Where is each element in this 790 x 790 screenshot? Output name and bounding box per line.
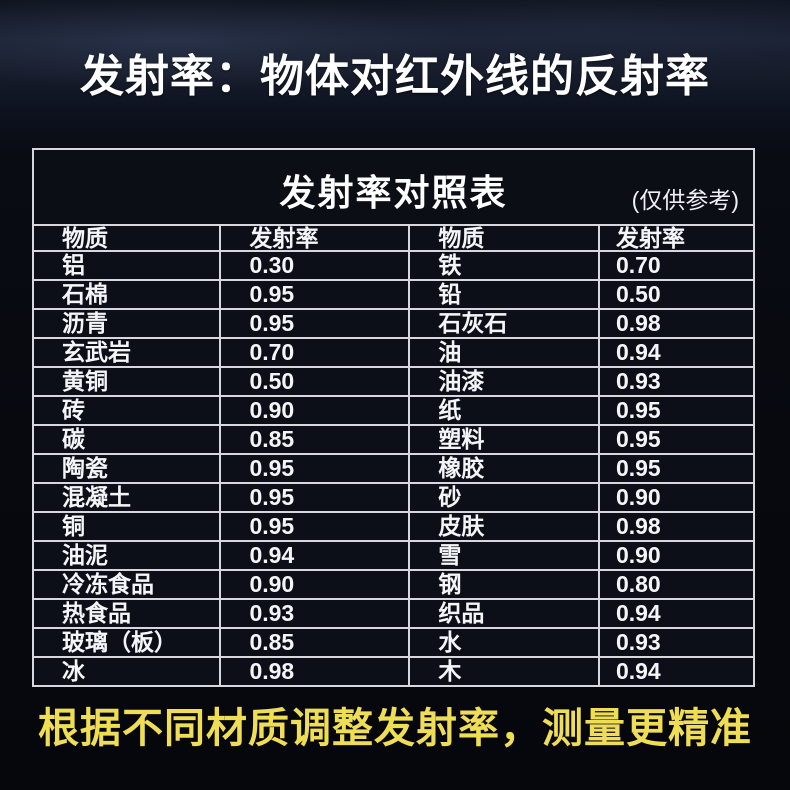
table-row: 陶瓷 0.95 橡胶 0.95 xyxy=(31,453,756,484)
material-cell: 铝 xyxy=(31,250,222,281)
table-row: 铜 0.95 皮肤 0.98 xyxy=(31,511,756,542)
emissivity-value-cell: 0.50 xyxy=(219,366,411,397)
table-row: 铝 0.30 铁 0.70 xyxy=(31,250,756,281)
emissivity-value-cell: 0.70 xyxy=(597,250,756,281)
table-row: 玻璃（板） 0.85 水 0.93 xyxy=(31,627,756,658)
material-cell: 砂 xyxy=(408,482,600,513)
material-cell: 玄武岩 xyxy=(31,337,222,368)
emissivity-value-cell: 0.90 xyxy=(219,569,411,600)
emissivity-value-cell: 0.90 xyxy=(219,395,411,426)
emissivity-value-cell: 0.30 xyxy=(219,250,411,281)
table-row: 油泥 0.94 雪 0.90 xyxy=(31,540,756,571)
table-row: 碳 0.85 塑料 0.95 xyxy=(31,424,756,455)
material-cell: 石灰石 xyxy=(408,308,600,339)
column-header-emissivity-left: 发射率 xyxy=(219,224,411,252)
emissivity-value-cell: 0.93 xyxy=(219,598,411,629)
material-cell: 铁 xyxy=(408,250,600,281)
material-cell: 石棉 xyxy=(31,279,222,310)
material-cell: 油泥 xyxy=(31,540,222,571)
page-title: 发射率：物体对红外线的反射率 xyxy=(80,52,710,101)
material-cell: 冷冻食品 xyxy=(31,569,222,600)
material-cell: 陶瓷 xyxy=(31,453,222,484)
material-cell: 热食品 xyxy=(31,598,222,629)
emissivity-value-cell: 0.95 xyxy=(219,453,411,484)
material-cell: 纸 xyxy=(408,395,600,426)
material-cell: 铅 xyxy=(408,279,600,310)
emissivity-value-cell: 0.98 xyxy=(597,511,756,542)
emissivity-value-cell: 0.80 xyxy=(597,569,756,600)
material-cell: 油 xyxy=(408,337,600,368)
material-cell: 铜 xyxy=(31,511,222,542)
emissivity-value-cell: 0.95 xyxy=(219,308,411,339)
material-cell: 水 xyxy=(408,627,600,658)
column-header-emissivity-right: 发射率 xyxy=(597,224,756,252)
emissivity-value-cell: 0.50 xyxy=(597,279,756,310)
table-row: 玄武岩 0.70 油 0.94 xyxy=(31,337,756,368)
emissivity-value-cell: 0.70 xyxy=(219,337,411,368)
table-body: 铝 0.30 铁 0.70 石棉 0.95 铅 0.50 沥青 0.95 石灰石… xyxy=(31,250,756,687)
emissivity-value-cell: 0.94 xyxy=(597,598,756,629)
emissivity-value-cell: 0.93 xyxy=(597,627,756,658)
table-title: 发射率对照表 xyxy=(279,172,508,213)
material-cell: 塑料 xyxy=(408,424,600,455)
table-row: 混凝土 0.95 砂 0.90 xyxy=(31,482,756,513)
material-cell: 冰 xyxy=(31,656,222,687)
emissivity-value-cell: 0.95 xyxy=(597,395,756,426)
table-row: 石棉 0.95 铅 0.50 xyxy=(31,279,756,310)
emissivity-value-cell: 0.90 xyxy=(597,482,756,513)
table-row: 黄铜 0.50 油漆 0.93 xyxy=(31,366,756,397)
footer-caption: 根据不同材质调整发射率，测量更精准 xyxy=(38,705,752,751)
material-cell: 玻璃（板） xyxy=(31,627,222,658)
emissivity-value-cell: 0.95 xyxy=(219,279,411,310)
material-cell: 雪 xyxy=(408,540,600,571)
emissivity-value-cell: 0.85 xyxy=(219,424,411,455)
table-row: 冷冻食品 0.90 钢 0.80 xyxy=(31,569,756,600)
emissivity-value-cell: 0.95 xyxy=(597,424,756,455)
material-cell: 砖 xyxy=(31,395,222,426)
emissivity-value-cell: 0.95 xyxy=(219,482,411,513)
table-row: 冰 0.98 木 0.94 xyxy=(31,656,756,687)
emissivity-value-cell: 0.95 xyxy=(597,453,756,484)
material-cell: 碳 xyxy=(31,424,222,455)
material-cell: 皮肤 xyxy=(408,511,600,542)
material-cell: 沥青 xyxy=(31,308,222,339)
emissivity-value-cell: 0.95 xyxy=(219,511,411,542)
column-header-material-right: 物质 xyxy=(408,224,600,252)
emissivity-value-cell: 0.94 xyxy=(597,337,756,368)
emissivity-value-cell: 0.93 xyxy=(597,366,756,397)
emissivity-value-cell: 0.85 xyxy=(219,627,411,658)
material-cell: 钢 xyxy=(408,569,600,600)
table-row: 热食品 0.93 织品 0.94 xyxy=(31,598,756,629)
column-header-material-left: 物质 xyxy=(31,224,222,252)
material-cell: 油漆 xyxy=(408,366,600,397)
table-note: (仅供参考) xyxy=(631,187,739,213)
table-title-band: 发射率对照表 (仅供参考) xyxy=(32,148,755,224)
emissivity-comparison-table: 物质 发射率 物质 发射率 铝 0.30 铁 0.70 石棉 0.95 铅 0.… xyxy=(31,224,756,687)
material-cell: 橡胶 xyxy=(408,453,600,484)
material-cell: 织品 xyxy=(408,598,600,629)
emissivity-value-cell: 0.94 xyxy=(597,656,756,687)
table-header-row: 物质 发射率 物质 发射率 xyxy=(31,224,756,252)
material-cell: 黄铜 xyxy=(31,366,222,397)
table-row: 沥青 0.95 石灰石 0.98 xyxy=(31,308,756,339)
emissivity-value-cell: 0.94 xyxy=(219,540,411,571)
material-cell: 木 xyxy=(408,656,600,687)
emissivity-value-cell: 0.90 xyxy=(597,540,756,571)
material-cell: 混凝土 xyxy=(31,482,222,513)
emissivity-value-cell: 0.98 xyxy=(219,656,411,687)
emissivity-table: 发射率对照表 (仅供参考) 物质 发射率 物质 发射率 铝 0.30 xyxy=(31,148,756,687)
emissivity-value-cell: 0.98 xyxy=(597,308,756,339)
table-row: 砖 0.90 纸 0.95 xyxy=(31,395,756,426)
